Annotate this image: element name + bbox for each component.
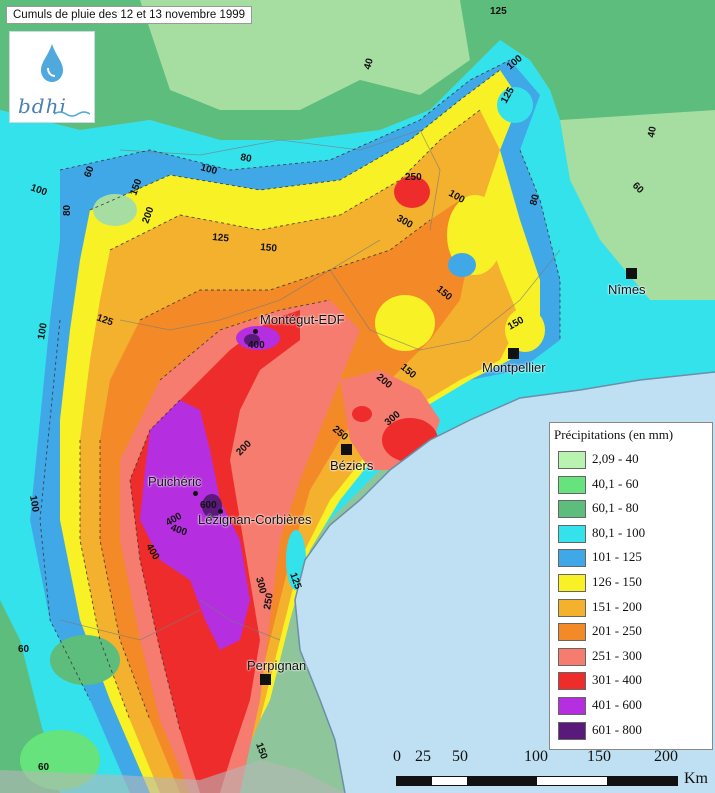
city-label-perpignan: Perpignan (247, 658, 307, 673)
isohyet-label: 80 (528, 193, 542, 207)
legend-label: 101 - 125 (592, 549, 642, 565)
precipitation-legend: Précipitations (en mm) 2,09 - 40 40,1 - 6… (549, 422, 713, 750)
water-drop-icon (41, 44, 63, 82)
legend-label: 601 - 800 (592, 721, 642, 737)
legend-swatch (558, 623, 586, 642)
legend-item: 401 - 600 (558, 695, 708, 715)
legend-swatch (558, 721, 586, 740)
scale-tick: 200 (654, 748, 678, 765)
legend-label: 126 - 150 (592, 574, 642, 589)
legend-swatch (558, 647, 586, 666)
scale-tick: 50 (452, 748, 468, 765)
city-marker-puicheric (193, 491, 198, 496)
legend-item: 101 - 125 (558, 547, 708, 568)
scale-tick: 25 (415, 748, 431, 765)
isohyet-label: 125 (212, 232, 230, 244)
legend-item: 151 - 200 (558, 597, 708, 617)
legend-item: 201 - 250 (558, 621, 708, 642)
isohyet-label: 250 (405, 172, 422, 183)
scale-tick: 100 (524, 748, 548, 765)
city-label-lezignan-corbieres: Lézignan-Corbières (198, 512, 312, 527)
city-label-beziers: Béziers (330, 458, 374, 473)
legend-item: 2,09 - 40 (558, 449, 708, 469)
isohyet-label: 600 (200, 500, 217, 511)
legend-label: 201 - 250 (592, 623, 642, 639)
scale-segment (397, 777, 432, 785)
map-title: Cumuls de pluie des 12 et 13 novembre 19… (6, 6, 253, 24)
isohyet-label: 400 (248, 340, 265, 351)
isohyet-label: 40 (646, 125, 659, 138)
city-label-puicheric: Puichéric (148, 474, 202, 489)
legend-label: 251 - 300 (592, 647, 642, 663)
isohyet-label: 250 (262, 592, 276, 611)
isohyet-label: 125 (490, 6, 507, 17)
legend-title: Précipitations (en mm) (554, 427, 674, 442)
legend-swatch (558, 574, 586, 592)
scale-tick: 0 (393, 748, 401, 765)
legend-swatch (558, 451, 586, 469)
isohyet-label: 80 (239, 152, 252, 165)
legend-swatch (558, 672, 586, 691)
wave-icon (54, 111, 90, 117)
legend-label: 301 - 400 (592, 672, 642, 688)
legend-item: 601 - 800 (558, 720, 708, 740)
city-marker-lezignan-corbieres (218, 509, 223, 514)
legend-swatch (558, 598, 586, 617)
legend-swatch (558, 697, 586, 715)
city-label-montpellier: Montpellier (482, 360, 546, 375)
legend-label: 401 - 600 (592, 697, 642, 712)
isohyet-label: 100 (27, 495, 41, 514)
city-marker-beziers (341, 444, 352, 455)
isohyet-label: 100 (199, 162, 218, 177)
legend-swatch (558, 524, 586, 543)
isohyet-label: 150 (260, 242, 278, 254)
legend-item: 40,1 - 60 (558, 474, 708, 494)
scale-segment (607, 777, 677, 785)
isohyet-label: 60 (82, 164, 96, 179)
isohyet-label: 60 (38, 762, 50, 773)
scale-segment (467, 777, 537, 785)
scale-unit: Km (684, 770, 708, 787)
city-marker-montpellier (508, 348, 519, 359)
city-marker-nimes (626, 268, 637, 279)
logo-text: bdhi (18, 94, 67, 118)
isohyet-label: 60 (18, 644, 30, 655)
scale-bar: 0 25 50 100 150 200 Km (393, 748, 712, 792)
legend-item: 60,1 - 80 (558, 498, 708, 519)
legend-label: 151 - 200 (592, 598, 642, 614)
legend-label: 80,1 - 100 (592, 524, 646, 540)
scale-bar-graphic (396, 776, 678, 786)
city-marker-perpignan (260, 674, 271, 685)
scale-tick: 150 (587, 748, 611, 765)
legend-item: 251 - 300 (558, 646, 708, 666)
isohyet-label: 80 (62, 204, 73, 216)
legend-label: 40,1 - 60 (592, 475, 639, 491)
legend-swatch (558, 475, 586, 494)
legend-swatch (558, 549, 586, 568)
legend-swatch (558, 500, 586, 519)
city-marker-montegut-edf (253, 329, 258, 334)
isohyet-label: 40 (362, 57, 376, 71)
city-label-nimes: Nîmes (608, 282, 646, 297)
legend-item: 301 - 400 (558, 670, 708, 691)
legend-item: 126 - 150 (558, 572, 708, 592)
legend-label: 60,1 - 80 (592, 500, 639, 516)
legend-label: 2,09 - 40 (592, 451, 639, 466)
legend-item: 80,1 - 100 (558, 523, 708, 543)
isohyet-label: 100 (36, 322, 50, 341)
city-label-montegut-edf: Montégut-EDF (260, 312, 345, 327)
bdhi-logo: bdhi (9, 31, 95, 123)
isohyet-label: 300 (253, 576, 268, 595)
